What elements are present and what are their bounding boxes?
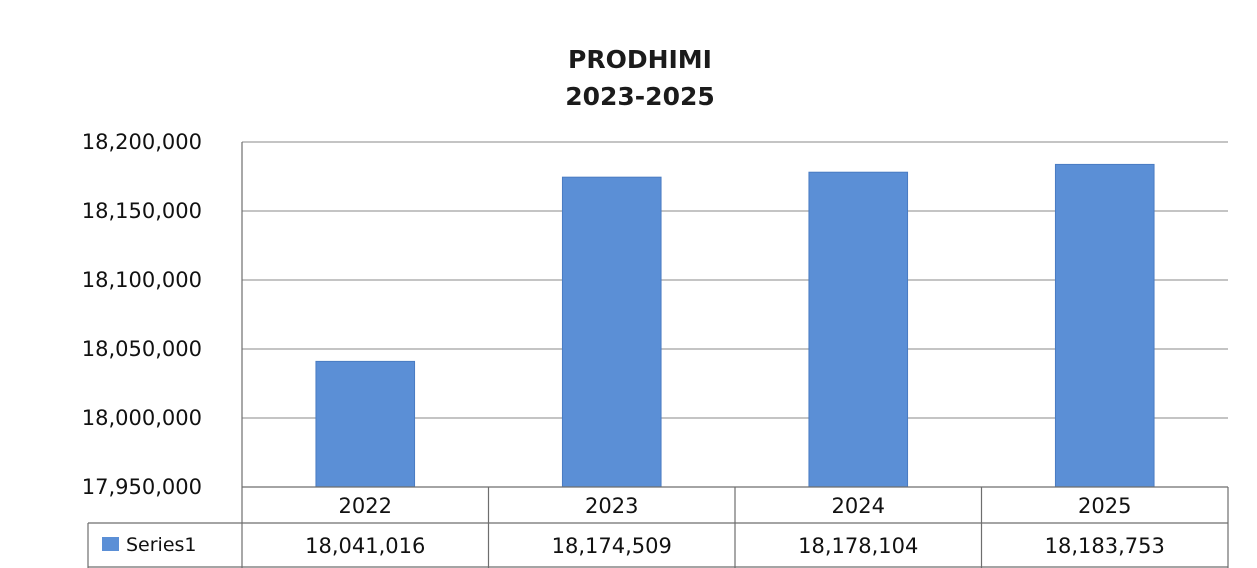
value-label: 18,183,753 bbox=[1045, 534, 1165, 558]
value-label: 18,174,509 bbox=[552, 534, 672, 558]
legend-swatch bbox=[102, 537, 119, 551]
y-tick-label: 18,200,000 bbox=[82, 130, 202, 154]
y-tick-label: 18,100,000 bbox=[82, 268, 202, 292]
y-axis-tick-labels: 17,950,000 18,000,000 18,050,000 18,100,000… bbox=[82, 130, 202, 499]
bar-2022 bbox=[315, 360, 416, 488]
chart-title: PRODHIMI bbox=[568, 45, 712, 74]
data-table: 2022 18,041,016 2023 18,174,509 2024 18,178,1… bbox=[87, 486, 1228, 568]
category-label: 2025 bbox=[1078, 494, 1131, 518]
bar-2024 bbox=[808, 171, 909, 488]
y-tick-label: 18,150,000 bbox=[82, 199, 202, 223]
value-label: 18,041,016 bbox=[305, 534, 425, 558]
value-label: 18,178,104 bbox=[798, 534, 918, 558]
plot-frame bbox=[241, 142, 1229, 568]
category-label: 2024 bbox=[832, 494, 885, 518]
bar-2025 bbox=[1054, 163, 1155, 488]
bars bbox=[315, 163, 1155, 488]
y-tick-label: 18,000,000 bbox=[82, 406, 202, 430]
bar-2023 bbox=[561, 176, 662, 488]
y-tick-label: 18,050,000 bbox=[82, 337, 202, 361]
category-label: 2022 bbox=[339, 494, 392, 518]
y-tick-label: 17,950,000 bbox=[82, 475, 202, 499]
category-label: 2023 bbox=[585, 494, 638, 518]
legend-label: Series1 bbox=[126, 534, 197, 556]
chart-subtitle: 2023-2025 bbox=[565, 82, 715, 111]
